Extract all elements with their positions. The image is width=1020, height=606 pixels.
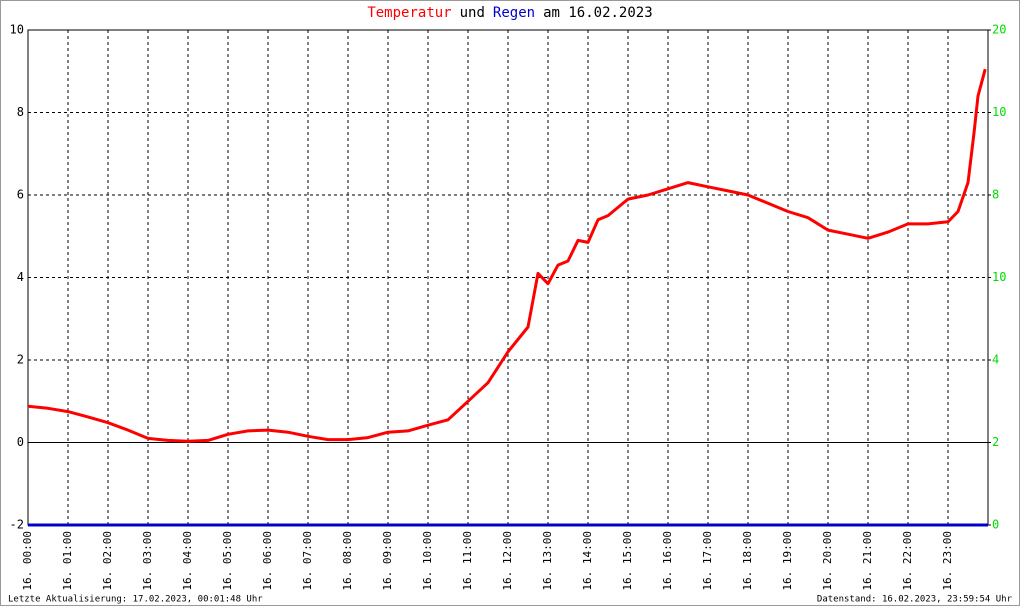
y-tick-label: 0 (17, 435, 24, 449)
x-tick-label: 16. 08:00 (341, 531, 354, 591)
x-tick-label: 16. 02:00 (101, 531, 114, 591)
x-tick-label: 16. 10:00 (421, 531, 434, 591)
x-tick-label: 16. 06:00 (261, 531, 274, 591)
y-tick-label: -2 (10, 518, 24, 532)
y2-tick-label: 0 (992, 518, 999, 532)
y2-tick-label: 2 (992, 435, 999, 449)
title-part: und (460, 5, 485, 21)
y2-tick-label: 8 (992, 188, 999, 202)
title-part: am 16.02.2023 (543, 5, 653, 21)
footer-right: Datenstand: 16.02.2023, 23:59:54 Uhr (817, 595, 1013, 605)
title-part: Temperatur (367, 5, 451, 21)
x-tick-label: 16. 23:00 (941, 531, 954, 591)
x-tick-label: 16. 19:00 (781, 531, 794, 591)
x-tick-label: 16. 17:00 (701, 531, 714, 591)
y-tick-label: 2 (17, 353, 24, 367)
x-tick-label: 16. 21:00 (861, 531, 874, 591)
x-tick-label: 16. 15:00 (621, 531, 634, 591)
x-tick-label: 16. 01:00 (61, 531, 74, 591)
x-tick-label: 16. 20:00 (821, 531, 834, 591)
x-tick-label: 16. 16:00 (661, 531, 674, 591)
x-tick-label: 16. 04:00 (181, 531, 194, 591)
x-tick-label: 16. 07:00 (301, 531, 314, 591)
y2-tick-label: 4 (992, 353, 999, 367)
series-line (27, 68, 987, 443)
y-tick-label: 8 (17, 105, 24, 119)
y2-tick-label: 10 (992, 270, 1006, 284)
x-tick-label: 16. 14:00 (581, 531, 594, 591)
x-tick-label: 16. 09:00 (381, 531, 394, 591)
x-tick-label: 16. 18:00 (741, 531, 754, 591)
footer-left: Letzte Aktualisierung: 17.02.2023, 00:01… (8, 595, 263, 605)
x-tick-label: 16. 22:00 (901, 531, 914, 591)
x-tick-label: 16. 00:00 (21, 531, 34, 591)
y-tick-label: 10 (10, 23, 24, 37)
y2-tick-label: 20 (992, 23, 1006, 37)
y-tick-label: 4 (17, 270, 24, 284)
y2-tick-label: 10 (992, 105, 1006, 119)
x-tick-label: 16. 11:00 (461, 531, 474, 591)
title-part: Regen (493, 5, 535, 21)
y-tick-label: 6 (17, 188, 24, 202)
x-tick-label: 16. 03:00 (141, 531, 154, 591)
x-tick-label: 16. 12:00 (501, 531, 514, 591)
x-tick-label: 16. 05:00 (221, 531, 234, 591)
chart-title: Temperatur und Regen am 16.02.2023 (367, 5, 652, 21)
x-tick-label: 16. 13:00 (541, 531, 554, 591)
